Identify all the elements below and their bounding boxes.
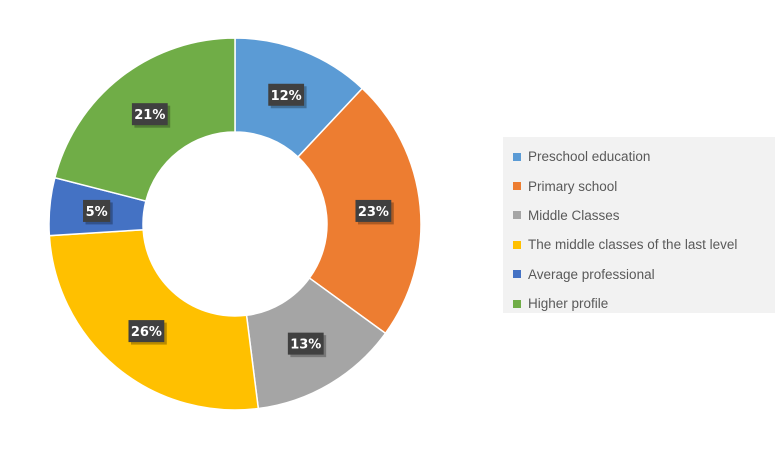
legend-swatch [513,240,521,249]
data-label-box [83,199,111,222]
legend-swatch [513,299,521,308]
data-label-box [131,103,168,126]
data-label-text: 21% [134,108,165,123]
data-label-average-professional: 5% [83,199,113,225]
legend-item-the-middle-classes-of-the-last-level: The middle classes of the last level [513,230,775,259]
data-label-preschool-education: 12% [268,83,307,109]
legend-swatch [513,211,521,220]
legend-label: Middle Classes [528,207,620,223]
legend-label: Primary school [528,178,618,194]
data-label-box [128,320,165,343]
legend-item-preschool-education: Preschool education [513,142,775,171]
legend-item-average-professional: Average professional [513,260,775,289]
data-label-text: 13% [290,338,321,353]
legend-swatch [513,152,521,161]
legend-label: Higher profile [528,296,609,312]
data-labels: 12% 23% 13% 26% 5% 21% [83,83,394,358]
legend-item-middle-classes: Middle Classes [513,201,775,230]
legend-item-primary-school: Primary school [513,171,775,200]
data-label-text: 26% [131,325,162,340]
legend-item-higher-profile: Higher profile [513,289,775,318]
data-label-box [355,199,392,222]
data-label-primary-school: 23% [355,199,394,225]
legend-label: Preschool education [528,149,651,165]
data-label-higher-profile: 21% [131,103,171,128]
data-label-text: 23% [358,205,389,220]
data-label-text: 12% [271,89,302,104]
data-label-box [287,332,324,355]
legend-label: The middle classes of the last level [528,237,738,253]
data-label-box [268,83,305,106]
doughnut-chart: 12% 23% 13% 26% 5% 21% [48,37,422,411]
legend: Preschool education Primary school Middle … [503,137,775,313]
data-label-the-middle-classes-of-the-last-level: 26% [128,320,167,345]
slice-the-middle-classes-of-the-last-level [48,228,260,411]
legend-swatch [513,182,521,191]
legend-swatch [513,270,521,279]
legend-label: Average professional [528,266,655,282]
data-label-middle-classes: 13% [287,332,327,358]
data-label-text: 5% [86,205,108,220]
